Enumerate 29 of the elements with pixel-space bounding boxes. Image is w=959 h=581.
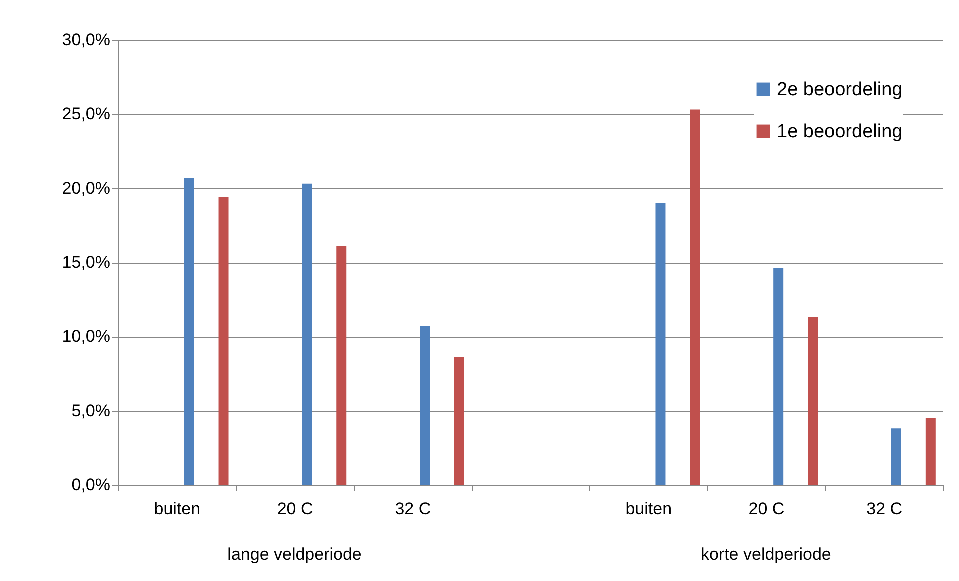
- legend-label: 2e beoordeling: [777, 80, 903, 100]
- y-tick-label: 10,0%: [62, 327, 110, 346]
- bar: [891, 428, 902, 485]
- text: lange veldperiode: [226, 545, 363, 565]
- bar: [774, 268, 784, 485]
- y-tick-label: 30,0%: [62, 30, 110, 50]
- text: korte veldperiode: [700, 545, 832, 565]
- bar: [420, 326, 430, 485]
- y-tick-label: 0,0%: [72, 476, 110, 494]
- bar: [336, 246, 347, 485]
- bar: [690, 110, 700, 485]
- y-tick-label: 15,0%: [62, 253, 110, 272]
- y-tick-label: 20,0%: [62, 178, 110, 198]
- x-tick-label: buiten: [626, 500, 672, 518]
- x-tick-label: 32 C: [395, 500, 432, 518]
- bar: [926, 418, 936, 485]
- bar: [656, 203, 666, 485]
- bar: [454, 357, 464, 485]
- bar: [184, 178, 194, 485]
- y-tick-label: 25,0%: [62, 104, 110, 124]
- bar: [302, 184, 312, 485]
- legend-label: 1e beoordeling: [777, 122, 903, 142]
- x-tick-label: 32 C: [866, 500, 903, 518]
- bar: [218, 197, 229, 485]
- x-tick-label: 20 C: [277, 500, 314, 518]
- x-tick-label: buiten: [154, 500, 201, 518]
- x-tick-label: 20 C: [748, 500, 785, 518]
- bar: [808, 317, 818, 485]
- y-tick-label: 5,0%: [72, 401, 110, 420]
